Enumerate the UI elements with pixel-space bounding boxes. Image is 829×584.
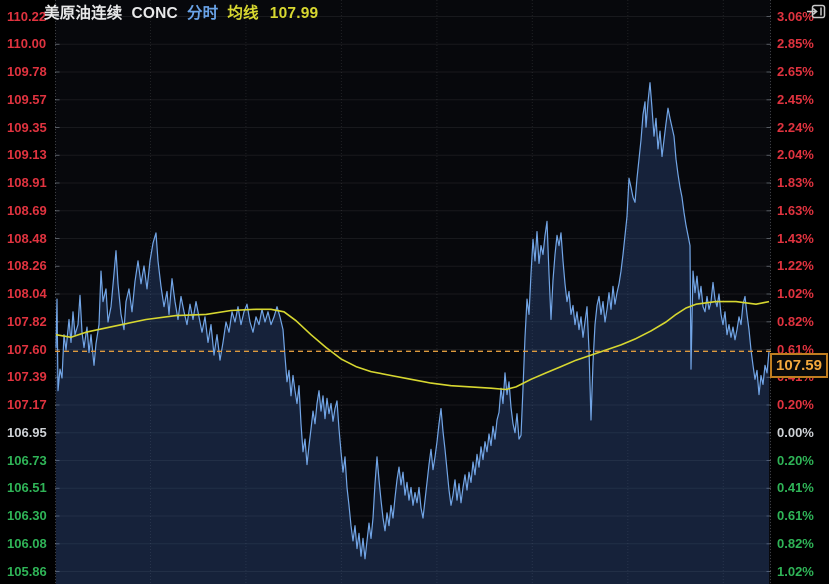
- period-label: 分时: [186, 5, 219, 22]
- panel-expand-button[interactable]: [805, 2, 827, 21]
- price-axis-label: 109.57: [7, 91, 47, 107]
- price-axis-label: 106.51: [7, 480, 47, 496]
- percent-axis-label: 0.82%: [777, 535, 814, 551]
- percent-axis-label: 0.41%: [777, 480, 814, 496]
- percent-axis-label: 0.00%: [777, 424, 814, 440]
- price-axis-label: 109.35: [7, 119, 47, 135]
- price-axis-label: 107.17: [7, 397, 47, 412]
- price-axis-label: 108.04: [7, 286, 47, 301]
- percent-axis-label: 1.63%: [777, 202, 814, 218]
- percent-axis-label: 2.04%: [777, 147, 814, 163]
- price-axis-label: 108.48: [7, 230, 47, 246]
- chart-plot-area[interactable]: [55, 0, 771, 584]
- price-axis-label: 105.86: [7, 563, 47, 579]
- price-chart[interactable]: [55, 0, 771, 584]
- chart-header: 美原油连续 CONC 分时 均线 107.99: [44, 1, 318, 23]
- percent-axis-label: 3.06%: [777, 8, 814, 24]
- percent-axis-label: 1.22%: [777, 258, 814, 274]
- price-axis-label: 107.39: [7, 369, 47, 385]
- last-price-tag: 107.59: [770, 353, 828, 379]
- right-percent-axis: 3.06% 2.85% 2.65% 2.45% 2.24% 2.04% 1.83% 1.63%…: [771, 0, 829, 584]
- left-price-axis: 110.22 110.00 109.78 109.57 109.35 109.13 108.…: [0, 0, 55, 584]
- symbol-name: 美原油连续: [44, 5, 123, 22]
- price-axis-label: 109.78: [7, 64, 47, 79]
- percent-axis-label: 2.65%: [777, 64, 814, 79]
- ma-value: 107.99: [269, 5, 319, 22]
- percent-axis-label: 2.85%: [777, 36, 814, 52]
- price-axis-label: 107.82: [7, 313, 47, 329]
- percent-axis-label: 1.02%: [777, 563, 814, 579]
- panel-expand-icon: [807, 4, 826, 19]
- price-axis-label: 107.60: [7, 341, 47, 357]
- price-axis-label: 108.26: [7, 258, 47, 274]
- percent-axis-label: 0.20%: [777, 452, 814, 468]
- symbol-code: CONC: [131, 5, 178, 22]
- price-axis-label: 108.69: [7, 202, 47, 218]
- price-axis-label: 106.73: [7, 452, 47, 468]
- percent-axis-label: 0.61%: [777, 341, 814, 357]
- percent-axis-label: 2.45%: [777, 91, 814, 107]
- price-axis-label: 110.22: [7, 8, 47, 24]
- percent-axis-label: 1.83%: [777, 175, 814, 190]
- percent-axis-label: 2.24%: [777, 119, 814, 135]
- price-axis-label: 106.30: [7, 508, 47, 523]
- percent-axis-label: 1.43%: [777, 230, 814, 246]
- ma-label: 均线: [227, 5, 259, 22]
- price-axis-label: 108.91: [7, 175, 47, 190]
- price-axis-label: 109.13: [7, 147, 47, 163]
- percent-axis-label: 0.20%: [777, 397, 814, 412]
- price-axis-label: 110.00: [7, 36, 47, 52]
- price-axis-label: 106.08: [7, 535, 47, 551]
- percent-axis-label: 1.02%: [777, 286, 814, 301]
- price-axis-label: 106.95: [7, 424, 47, 440]
- percent-axis-label: 0.82%: [777, 313, 814, 329]
- percent-axis-label: 0.61%: [777, 508, 814, 523]
